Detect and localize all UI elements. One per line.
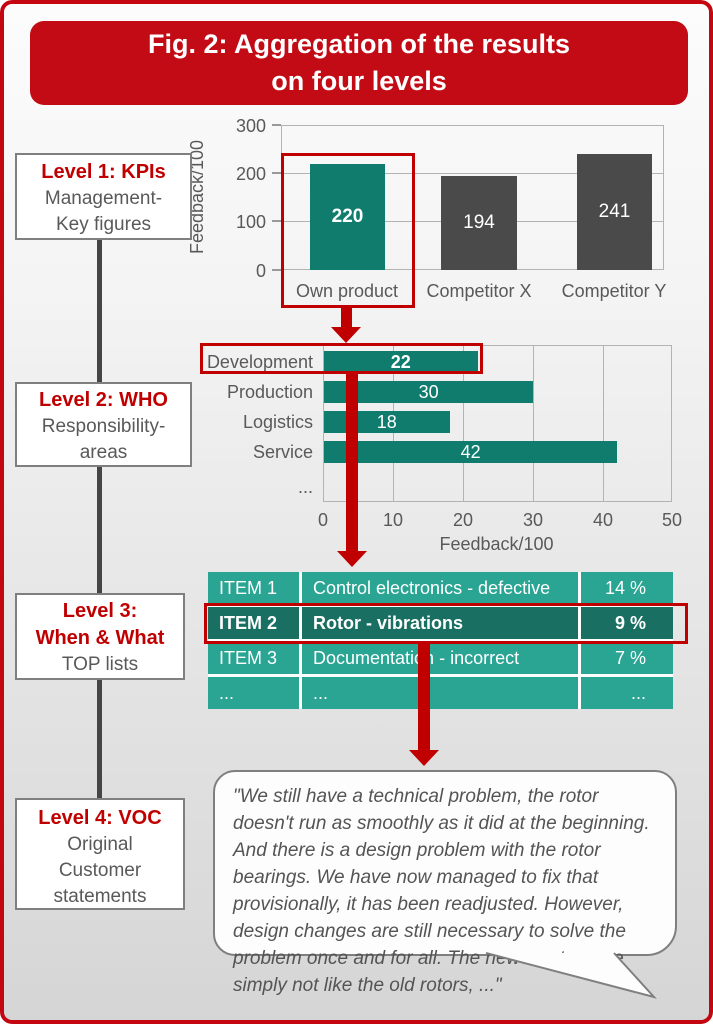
who-category-production: Production [226, 382, 313, 402]
down-arrow-icon-3-head [409, 750, 439, 766]
bar-competitor-x: 194 [441, 125, 517, 270]
level-connector-line [97, 240, 102, 798]
bar-production: 30 [324, 381, 534, 403]
table-cell-item-2: ITEM 2 [208, 607, 299, 639]
table-cell-share-4: ... [581, 677, 673, 709]
gridline [533, 346, 534, 501]
kpi-category-competitor-x: Competitor X [426, 281, 532, 301]
down-arrow-icon-2 [346, 374, 358, 552]
who-chart-x-axis-label: Feedback/100 [439, 534, 554, 554]
bar-development-fill: 22 [324, 351, 478, 373]
table-cell-share-1: 14 % [581, 572, 673, 604]
tick-mark [272, 172, 281, 174]
who-xtick-10: 10 [382, 510, 404, 530]
gridline [282, 173, 663, 174]
bar-logistics-fill: 18 [324, 411, 450, 433]
level-4-box: Level 4: VOC Original Customer statement… [15, 798, 185, 910]
bar-logistics: 18 [324, 411, 450, 433]
who-xtick-50: 50 [661, 510, 683, 530]
level-1-title: Level 1: KPIs [41, 161, 166, 183]
tick-mark [272, 269, 281, 271]
kpi-ytick-200: 200 [235, 164, 266, 184]
bar-competitor-y-value: 241 [598, 200, 631, 222]
level-4-line-1: Original [67, 834, 133, 855]
customer-quote-text: "We still have a technical problem, the … [233, 786, 650, 996]
bar-own-product-fill: 220 [310, 163, 385, 270]
level-4-line-2: Customer [58, 860, 142, 881]
who-category-ellipsis: ... [297, 477, 313, 497]
level-3-box: Level 3: When & What TOP lists [15, 593, 185, 680]
gridline [603, 346, 604, 501]
bar-service: 42 [324, 441, 618, 463]
bar-development: 22 [324, 351, 478, 373]
tick-mark [272, 124, 281, 126]
table-cell-topic-1: Control electronics - defective [302, 572, 578, 604]
level-3-line-1: TOP lists [61, 654, 139, 675]
bar-service-value: 42 [460, 441, 481, 462]
bar-competitor-y-fill: 241 [577, 153, 652, 270]
level-3-title-2: When & What [35, 627, 165, 649]
tick-mark [272, 220, 281, 222]
figure-title-line-1: Fig. 2: Aggregation of the results [147, 29, 571, 59]
top-list-table: ITEM 1 Control electronics - defective 1… [208, 572, 673, 709]
down-arrow-icon-1 [341, 308, 352, 328]
bar-competitor-x-fill: 194 [441, 176, 517, 270]
who-category-service: Service [252, 442, 313, 462]
kpi-ytick-300: 300 [235, 116, 266, 136]
bar-competitor-x-value: 194 [463, 212, 495, 234]
customer-quote-bubble: "We still have a technical problem, the … [213, 770, 677, 996]
table-cell-share-3: 7 % [581, 642, 673, 674]
level-2-line-1: Responsibility- [41, 416, 166, 437]
bar-production-fill: 30 [324, 381, 534, 403]
level-1-box: Level 1: KPIs Management- Key figures [15, 153, 192, 240]
bar-development-value: 22 [390, 351, 411, 372]
bar-production-value: 30 [418, 381, 439, 402]
kpi-ytick-100: 100 [235, 212, 266, 232]
down-arrow-icon-3 [418, 641, 430, 751]
figure-title-banner: Fig. 2: Aggregation of the results on fo… [30, 21, 688, 105]
who-xtick-20: 20 [452, 510, 474, 530]
level-2-title: Level 2: WHO [39, 389, 168, 411]
kpi-ytick-0: 0 [255, 261, 266, 281]
level-4-line-3: statements [53, 886, 147, 907]
who-xtick-40: 40 [592, 510, 614, 530]
bar-own-product-value: 220 [331, 205, 364, 227]
table-cell-topic-4: ... [302, 677, 578, 709]
bar-logistics-value: 18 [376, 411, 397, 432]
kpi-category-own-product: Own product [295, 281, 399, 301]
bar-own-product: 220 [310, 125, 385, 270]
highlight-box-development [200, 343, 483, 374]
who-category-logistics: Logistics [242, 412, 313, 432]
gridline [463, 346, 464, 501]
figure-title-line-2: on four levels [271, 66, 447, 96]
level-4-title: Level 4: VOC [38, 807, 162, 829]
table-cell-item-1: ITEM 1 [208, 572, 299, 604]
who-category-development: Development [206, 352, 313, 372]
level-1-line-1: Management- [44, 188, 163, 209]
table-cell-item-3: ITEM 3 [208, 642, 299, 674]
level-3-title: Level 3: [62, 600, 138, 622]
highlight-box-item-2 [204, 603, 688, 644]
table-cell-item-4: ... [208, 677, 299, 709]
highlight-box-own-product [281, 153, 415, 308]
level-2-line-2: areas [79, 442, 128, 463]
who-xtick-30: 30 [522, 510, 544, 530]
table-cell-share-2: 9 % [581, 607, 673, 639]
level-2-box: Level 2: WHO Responsibility- areas [15, 382, 192, 467]
down-arrow-icon-1-head [331, 327, 361, 343]
who-xtick-0: 0 [317, 510, 328, 530]
down-arrow-icon-2-head [337, 551, 367, 567]
table-cell-topic-3: Documentation - incorrect [302, 642, 578, 674]
bar-competitor-y: 241 [577, 125, 652, 270]
bar-service-fill: 42 [324, 441, 618, 463]
table-cell-topic-2: Rotor - vibrations [302, 607, 578, 639]
kpi-category-competitor-y: Competitor Y [561, 281, 667, 301]
level-1-line-2: Key figures [55, 214, 152, 235]
